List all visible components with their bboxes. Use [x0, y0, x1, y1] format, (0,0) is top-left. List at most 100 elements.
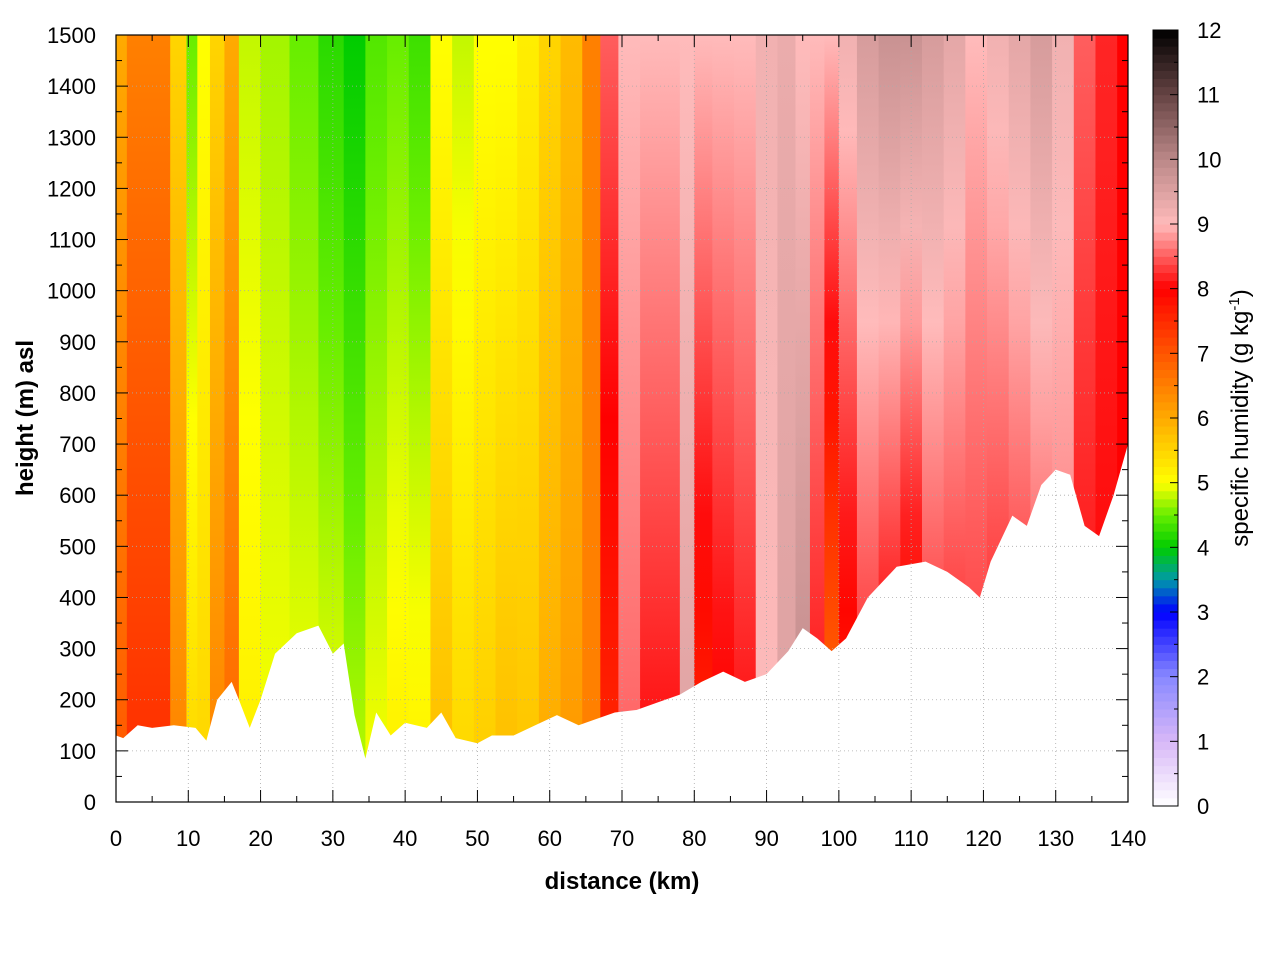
colorbar-band: [1153, 474, 1178, 484]
colorbar-band: [1153, 741, 1178, 750]
colorbar-band: [1153, 118, 1178, 128]
colorbar-title-sup: -1: [1226, 297, 1243, 310]
colorbar-band: [1153, 215, 1178, 225]
heatmap-column: [734, 35, 757, 802]
grid-lines: [116, 35, 1128, 802]
heatmap-column: [343, 35, 366, 802]
x-tick-label: 100: [820, 826, 857, 851]
colorbar-band: [1153, 442, 1178, 451]
colorbar-band: [1153, 296, 1178, 306]
y-tick-label: 1000: [47, 279, 96, 304]
colorbar-band: [1153, 62, 1178, 71]
heatmap-column: [661, 35, 681, 802]
y-tick-label: 0: [84, 790, 96, 815]
colorbar-tick-label: 2: [1197, 665, 1209, 690]
colorbar-band: [1153, 183, 1178, 193]
colorbar-band: [1153, 280, 1178, 290]
heatmap-column: [640, 35, 663, 802]
colorbar-band: [1153, 110, 1178, 120]
heatmap-column: [148, 35, 171, 802]
x-axis-title: distance (km): [545, 868, 700, 895]
colorbar-band: [1153, 636, 1178, 645]
x-tick-label: 0: [110, 826, 122, 851]
x-tick-label: 120: [965, 826, 1002, 851]
colorbar-band: [1153, 175, 1178, 185]
y-tick-label: 100: [59, 739, 96, 764]
colorbar-band: [1153, 321, 1178, 330]
colorbar-band: [1153, 563, 1178, 573]
colorbar-band: [1153, 135, 1178, 144]
terrain-fill: [116, 444, 1128, 802]
heatmap-column: [538, 35, 562, 802]
colorbar-band: [1153, 587, 1178, 597]
colorbar-band: [1153, 401, 1178, 411]
colorbar-band: [1153, 256, 1178, 265]
colorbar-band: [1153, 240, 1178, 249]
colorbar-band: [1153, 353, 1178, 362]
colorbar-band: [1153, 595, 1178, 605]
heatmap-column: [712, 35, 735, 802]
colorbar-band: [1153, 143, 1178, 152]
colorbar-band: [1153, 733, 1178, 742]
colorbar-band: [1153, 393, 1178, 403]
heatmap-column: [473, 35, 497, 802]
colorbar-tick-label: 6: [1197, 406, 1209, 431]
colorbar-tick-label: 9: [1197, 212, 1209, 237]
colorbar-band: [1153, 515, 1178, 524]
y-tick-label: 600: [59, 483, 96, 508]
colorbar-band: [1153, 224, 1178, 233]
colorbar-band: [1153, 789, 1178, 799]
colorbar-band: [1153, 450, 1178, 459]
heatmap-column: [517, 35, 540, 802]
colorbar-band: [1153, 78, 1178, 88]
heatmap-column: [365, 35, 388, 802]
colorbar-band: [1153, 46, 1178, 55]
colorbar-band: [1153, 620, 1178, 629]
colorbar-title-tail: ): [1227, 289, 1254, 297]
heatmap-column: [694, 35, 713, 802]
y-tick-label: 1300: [47, 125, 96, 150]
colorbar-band: [1153, 377, 1178, 387]
heatmap-column: [618, 35, 641, 802]
y-tick-label: 900: [59, 330, 96, 355]
y-axis-title: height (m) asl: [12, 340, 39, 496]
x-tick-label: 30: [321, 826, 345, 851]
colorbar-band: [1153, 506, 1178, 516]
colorbar-band: [1153, 264, 1178, 273]
x-tick-label: 130: [1037, 826, 1074, 851]
colorbar-tick-label: 1: [1197, 729, 1209, 754]
heatmap-column: [838, 35, 858, 802]
colorbar-band: [1153, 644, 1178, 653]
y-tick-label: 500: [59, 534, 96, 559]
colorbar-band: [1153, 717, 1178, 726]
heatmap-column: [186, 35, 198, 802]
colorbar-band: [1153, 466, 1178, 476]
colorbar-band: [1153, 523, 1178, 532]
x-tick-label: 140: [1110, 826, 1147, 851]
heatmap-column: [824, 35, 840, 802]
y-axis-ticks: 0 100 200 300 400 500 600 700 800 900 1000 1100 1200…: [47, 23, 1128, 815]
y-tick-label: 200: [59, 688, 96, 713]
y-tick-label: 800: [59, 381, 96, 406]
colorbar-band: [1153, 86, 1178, 96]
colorbar-band: [1153, 312, 1178, 322]
colorbar-tick-label: 12: [1197, 18, 1221, 43]
colorbar-band: [1153, 652, 1178, 661]
colorbar-band: [1153, 700, 1178, 710]
colorbar-band: [1153, 571, 1178, 581]
colorbar-band: [1153, 684, 1178, 694]
colorbar-band: [1153, 409, 1178, 419]
colorbar-band: [1153, 167, 1178, 176]
heatmap-column: [452, 35, 475, 802]
colorbar-tick-label: 0: [1197, 794, 1209, 819]
heatmap-column: [430, 35, 453, 802]
colorbar-band: [1153, 361, 1178, 370]
y-tick-label: 700: [59, 432, 96, 457]
colorbar-band: [1153, 547, 1178, 556]
colorbar-band: [1153, 555, 1178, 564]
heatmap-column: [777, 35, 797, 802]
colorbar-band: [1153, 749, 1178, 758]
colorbar-band: [1153, 426, 1178, 435]
heatmap-column: [755, 35, 779, 802]
